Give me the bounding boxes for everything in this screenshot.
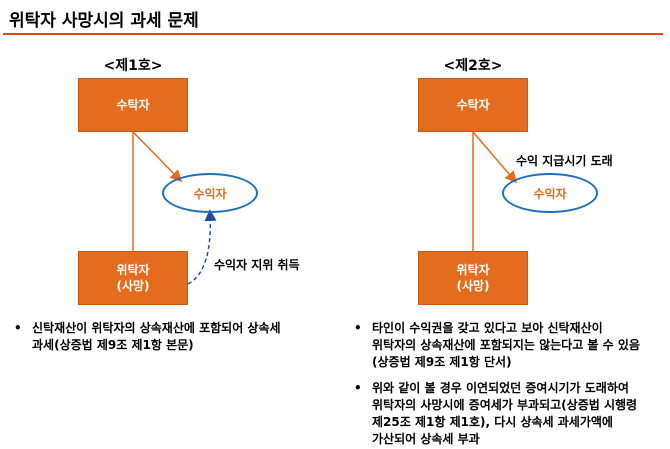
right-settlor-box: 위탁자 (사망) <box>418 251 528 305</box>
right-beneficiary-ellipse: 수익자 <box>502 173 598 213</box>
trustee-label: 수탁자 <box>116 98 150 112</box>
page-title: 위탁자 사망시의 과세 문제 <box>9 11 199 31</box>
right-arrow <box>472 131 517 184</box>
settlor-label: 위탁자 <box>456 263 490 277</box>
right-arrow-label: 수익 지급시기 도래 <box>516 154 613 168</box>
left-beneficiary-ellipse: 수익자 <box>162 173 258 213</box>
left-trustee-box: 수탁자 <box>78 78 188 132</box>
trustee-label: 수탁자 <box>456 98 490 112</box>
left-arrow <box>132 131 183 183</box>
beneficiary-label: 수익자 <box>533 186 567 201</box>
left-header: <제1호> <box>103 58 163 74</box>
title-divider <box>3 33 663 35</box>
left-settlor-box: 위탁자 (사망) <box>78 251 188 305</box>
settlor-status: (사망) <box>116 279 150 293</box>
left-arrow-label: 수익자 지위 취득 <box>214 258 300 272</box>
left-dashed-arrow <box>187 209 217 285</box>
right-header: <제2호> <box>443 58 503 74</box>
right-trustee-box: 수탁자 <box>418 78 528 132</box>
beneficiary-label: 수익자 <box>193 186 227 201</box>
settlor-label: 위탁자 <box>116 263 150 277</box>
settlor-status: (사망) <box>456 279 490 293</box>
